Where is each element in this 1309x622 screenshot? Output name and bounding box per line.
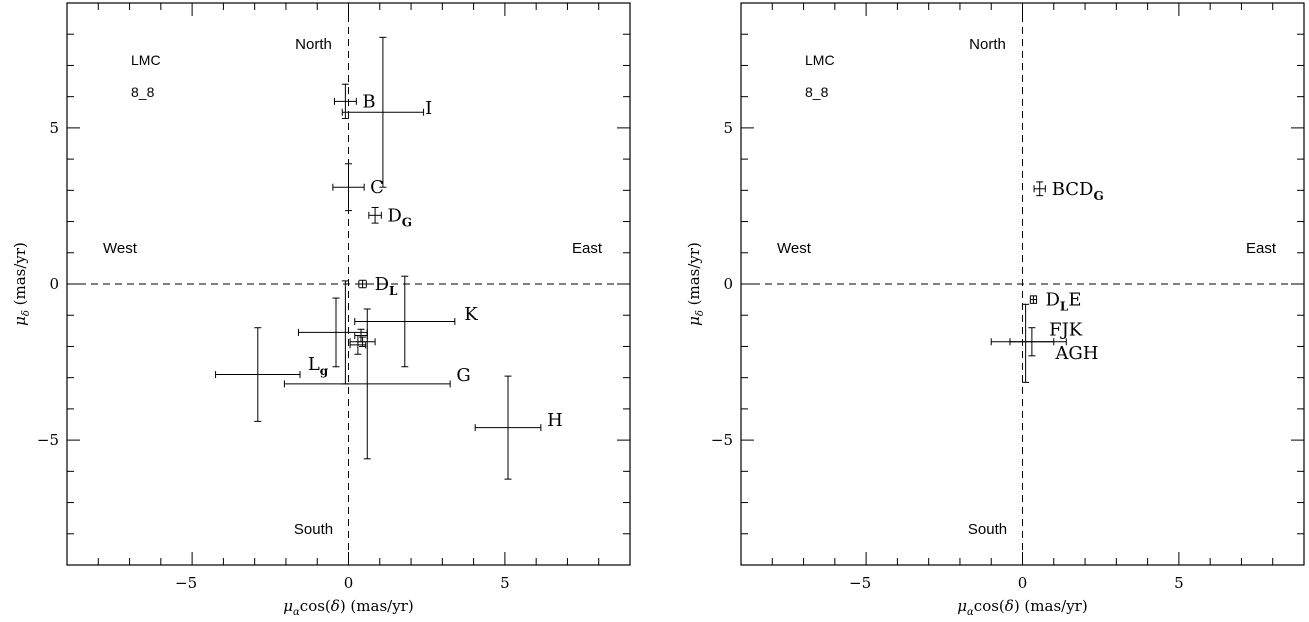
south-label: South [294, 521, 333, 538]
x-tick-label: 5 [1174, 574, 1184, 592]
x-axis-label: μαcos(δ) (mas/yr) [957, 597, 1087, 618]
point-label-subscript: G [402, 215, 412, 229]
field-id-label: 8_8 [131, 84, 155, 100]
y-axis-label: μδ (mas/yr) [685, 242, 706, 326]
point-label-main: AGH [1054, 343, 1098, 364]
data-point: H [474, 375, 563, 480]
point-label-main: K [464, 304, 478, 325]
data-point: I [341, 36, 432, 188]
y-tick-label: 5 [723, 119, 733, 137]
south-label: South [968, 521, 1007, 538]
east-label: East [572, 240, 603, 257]
point-label-main: G [456, 365, 470, 386]
y-axis-label: μδ (mas/yr) [11, 242, 32, 326]
data-point [1022, 303, 1030, 383]
point-label-tail: E [1068, 290, 1081, 311]
data-point: DL [358, 274, 398, 298]
point-label-subscript: L [1060, 300, 1069, 314]
y-tick-label: 0 [723, 275, 733, 293]
point-label-main: C [370, 177, 384, 198]
point-label: DLE [1045, 290, 1081, 314]
y-tick-label: 0 [49, 275, 59, 293]
data-point: B [333, 83, 376, 120]
west-label: West [777, 240, 812, 257]
point-label-main: D [375, 274, 389, 295]
point-label: BCDG [1052, 179, 1104, 203]
data-point: K [354, 275, 478, 368]
y-tick-label: 5 [49, 119, 59, 137]
north-label: North [969, 36, 1006, 53]
x-tick-label: 5 [500, 574, 510, 592]
y-tick-label: −5 [37, 431, 59, 449]
field-id-label: 8_8 [805, 84, 829, 100]
x-tick-label: −5 [849, 574, 871, 592]
data-point [349, 335, 367, 355]
panel-1: −5 0 5 −5 0 5 μαcos(δ) (mas/yr) μδ (mas/yr) LMC 8… [11, 2, 631, 618]
point-label-main: I [425, 98, 432, 119]
point-label: I [425, 98, 432, 119]
point-label: Lg [308, 354, 329, 378]
data-point: C [332, 163, 384, 212]
y-tick-label: −5 [711, 431, 733, 449]
point-label-subscript: L [389, 284, 398, 298]
east-label: East [1246, 240, 1277, 257]
north-label: North [295, 36, 332, 53]
point-label-main: BCD [1052, 179, 1094, 200]
point-label: B [362, 91, 375, 112]
data-point: G [283, 308, 471, 460]
point-label-main: D [1045, 290, 1059, 311]
data-point [297, 328, 368, 336]
data-point: DLE [1029, 290, 1081, 314]
point-label-main: D [387, 205, 401, 226]
west-label: West [103, 240, 138, 257]
data-point: DG [368, 205, 412, 229]
data-point: Lg [215, 327, 329, 422]
data-point: BCDG [1033, 179, 1104, 203]
x-axis-label: μαcos(δ) (mas/yr) [283, 597, 413, 618]
field-name-label: LMC [805, 52, 835, 68]
point-label-subscript: G [1093, 189, 1103, 203]
point-label-main: FJK [1049, 320, 1083, 341]
point-label: FJK [1049, 320, 1083, 341]
x-tick-label: −5 [175, 574, 197, 592]
x-tick-label: 0 [344, 574, 354, 592]
point-label: DG [387, 205, 412, 229]
field-name-label: LMC [131, 52, 161, 68]
point-label: G [456, 365, 470, 386]
point-label-main: B [362, 91, 375, 112]
point-label-main: L [308, 354, 320, 375]
point-label-main: H [547, 410, 563, 431]
point-label: H [547, 410, 563, 431]
panel-2: −5 0 5 −5 0 5 μαcos(δ) (mas/yr) μδ (mas/yr) LMC 8… [685, 2, 1305, 618]
point-label: DL [375, 274, 398, 298]
x-tick-label: 0 [1018, 574, 1028, 592]
point-label: AGH [1054, 343, 1098, 364]
point-label: K [464, 304, 478, 325]
data-point: AGH [990, 338, 1098, 364]
point-label-subscript: g [320, 364, 329, 378]
point-label: C [370, 177, 384, 198]
